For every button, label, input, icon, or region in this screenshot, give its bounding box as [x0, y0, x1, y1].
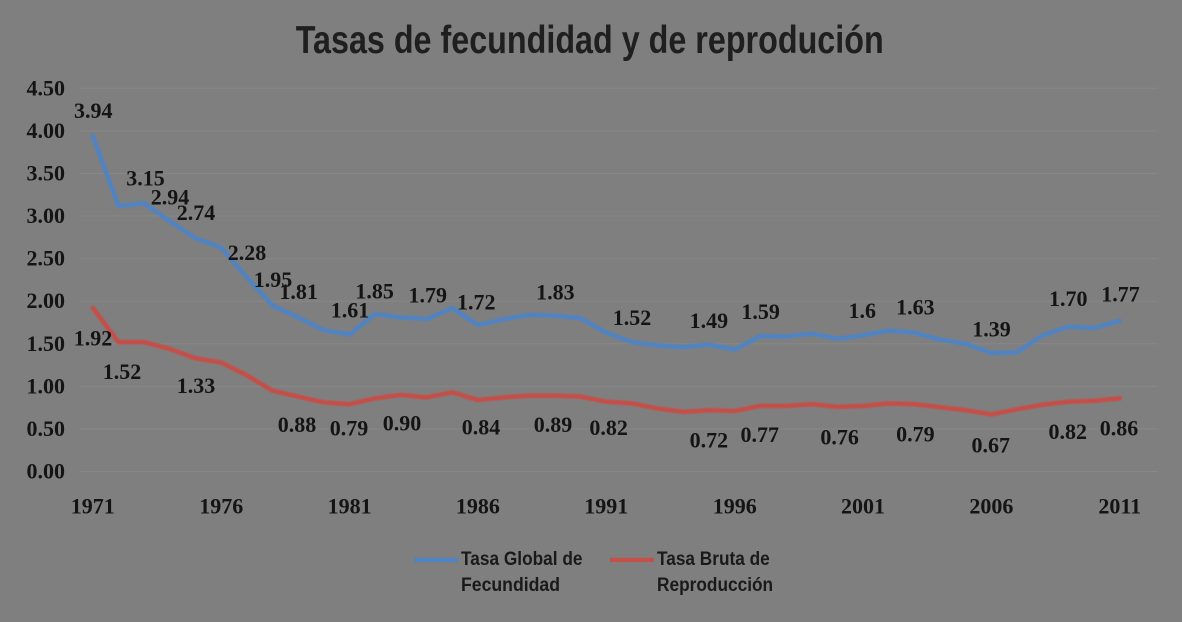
svg-text:2001: 2001	[841, 494, 885, 519]
svg-text:1976: 1976	[199, 494, 243, 519]
svg-text:2006: 2006	[969, 494, 1013, 519]
svg-text:2.94: 2.94	[151, 184, 190, 209]
svg-text:1.85: 1.85	[355, 278, 394, 303]
svg-text:2.74: 2.74	[177, 200, 216, 225]
svg-text:0.90: 0.90	[383, 410, 422, 435]
svg-text:1.52: 1.52	[103, 359, 142, 384]
svg-text:1986: 1986	[456, 494, 500, 519]
svg-text:1.61: 1.61	[331, 298, 370, 323]
svg-text:Fecundidad: Fecundidad	[461, 575, 560, 596]
svg-text:1.6: 1.6	[849, 298, 877, 323]
svg-text:0.89: 0.89	[534, 412, 573, 437]
svg-text:Tasa Bruta de: Tasa Bruta de	[657, 549, 770, 570]
svg-text:Tasas de fecundidad y de repro: Tasas de fecundidad y de reprodución	[296, 19, 884, 62]
svg-text:1971: 1971	[71, 494, 115, 519]
svg-text:1.39: 1.39	[972, 317, 1011, 342]
svg-text:1.70: 1.70	[1049, 286, 1088, 311]
svg-text:4.00: 4.00	[27, 118, 66, 143]
svg-text:4.50: 4.50	[27, 75, 66, 100]
svg-text:0.67: 0.67	[972, 433, 1011, 458]
svg-text:2.50: 2.50	[27, 246, 66, 271]
svg-text:1.49: 1.49	[690, 308, 729, 333]
svg-text:1.59: 1.59	[741, 299, 780, 324]
svg-text:0.82: 0.82	[589, 415, 628, 440]
svg-text:0.00: 0.00	[27, 459, 66, 484]
svg-text:1.95: 1.95	[254, 267, 293, 292]
svg-text:3.00: 3.00	[27, 203, 66, 228]
svg-text:1.72: 1.72	[457, 290, 496, 315]
svg-text:0.88: 0.88	[278, 412, 317, 437]
svg-text:1.63: 1.63	[896, 295, 935, 320]
svg-text:2011: 2011	[1098, 494, 1141, 519]
svg-text:0.76: 0.76	[820, 424, 859, 449]
svg-text:3.50: 3.50	[27, 161, 66, 186]
svg-text:0.79: 0.79	[896, 421, 935, 446]
svg-text:1.00: 1.00	[27, 373, 66, 398]
svg-text:0.72: 0.72	[690, 428, 729, 453]
svg-text:1996: 1996	[713, 494, 757, 519]
svg-text:1981: 1981	[328, 494, 372, 519]
svg-text:1.77: 1.77	[1101, 282, 1140, 307]
svg-text:1.50: 1.50	[27, 331, 66, 356]
svg-text:1.83: 1.83	[536, 279, 575, 304]
svg-text:0.77: 0.77	[741, 422, 780, 447]
svg-text:1.52: 1.52	[613, 305, 652, 330]
svg-text:Tasa Global de: Tasa Global de	[461, 549, 583, 570]
svg-text:2.00: 2.00	[27, 288, 66, 313]
svg-text:1.92: 1.92	[74, 326, 113, 351]
svg-text:2.28: 2.28	[228, 240, 267, 265]
svg-text:0.82: 0.82	[1048, 419, 1087, 444]
svg-text:0.50: 0.50	[27, 416, 66, 441]
svg-text:3.94: 3.94	[74, 98, 113, 123]
svg-text:1.79: 1.79	[409, 283, 448, 308]
svg-text:Reproducción: Reproducción	[657, 575, 773, 596]
svg-text:3.15: 3.15	[126, 166, 165, 191]
svg-text:1.81: 1.81	[279, 279, 318, 304]
svg-text:0.86: 0.86	[1100, 416, 1139, 441]
svg-text:0.84: 0.84	[462, 415, 501, 440]
svg-text:1.33: 1.33	[177, 373, 216, 398]
svg-text:0.79: 0.79	[330, 415, 369, 440]
svg-text:1991: 1991	[584, 494, 628, 519]
